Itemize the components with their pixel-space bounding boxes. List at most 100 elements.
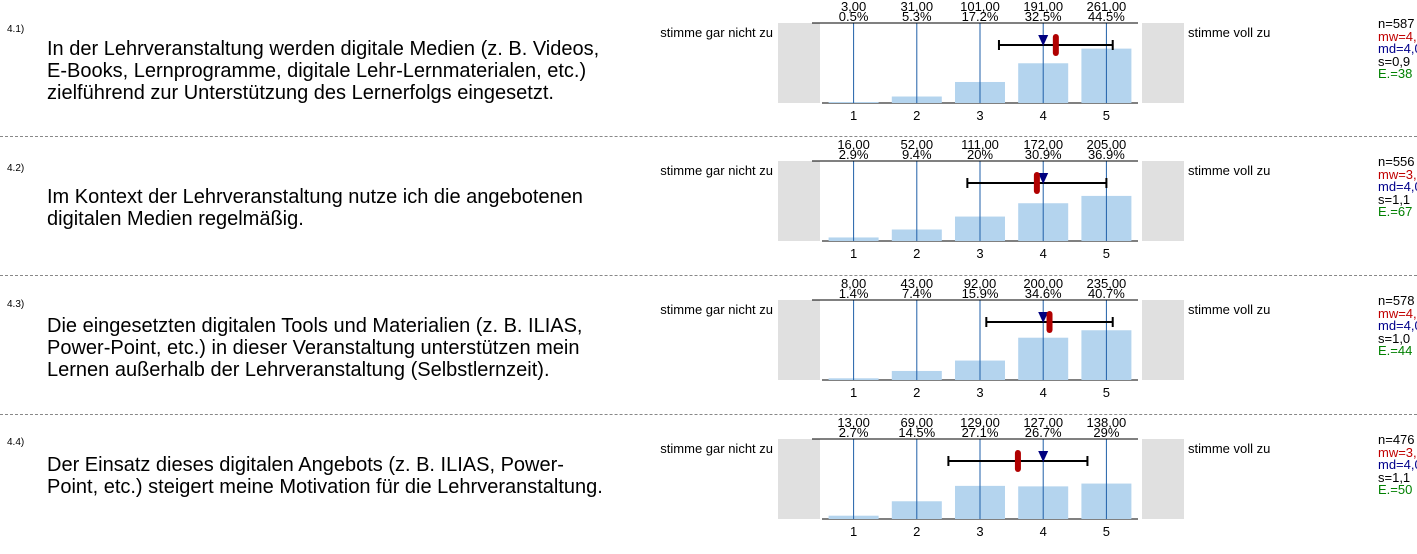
count-label: 43,00	[901, 276, 934, 291]
count-label: 129,00	[960, 415, 1000, 430]
stat-median: md=4,0	[1378, 318, 1417, 333]
percent-label: 32.5%	[1025, 9, 1062, 24]
count-label: 261,00	[1087, 0, 1127, 14]
count-label: 191,00	[1023, 0, 1063, 14]
left-scale-box	[778, 439, 820, 519]
count-label: 31,00	[901, 0, 934, 14]
left-scale-box	[778, 300, 820, 380]
mean-marker	[1014, 450, 1021, 472]
stat-sd: s=1,1	[1378, 469, 1411, 485]
scale-left-label: stimme gar nicht zu	[660, 302, 773, 317]
stat-abstentions: E.=50	[1378, 482, 1413, 497]
percent-label: 0.5%	[839, 9, 869, 24]
tick-label: 5	[1103, 385, 1110, 400]
count-label: 127,00	[1023, 415, 1063, 430]
tick-label: 3	[976, 524, 983, 539]
tick-label: 4	[1040, 385, 1047, 400]
right-scale-box	[1142, 439, 1184, 519]
count-label: 101,00	[960, 0, 1000, 14]
left-scale-box	[778, 161, 820, 241]
scale-right-label: stimme voll zu	[1188, 163, 1271, 178]
mean-marker	[1046, 311, 1053, 333]
percent-label: 17.2%	[962, 9, 999, 24]
question-text: In der Lehrveranstaltung werden digitale…	[47, 38, 600, 104]
tick-label: 2	[913, 385, 920, 400]
stat-mean: mw=3,9	[1378, 166, 1417, 182]
percent-label: 44.5%	[1088, 9, 1125, 24]
stat-median: md=4,0	[1378, 41, 1417, 56]
count-label: 52,00	[901, 137, 934, 152]
mean-marker	[1052, 34, 1059, 56]
stat-abstentions: E.=67	[1378, 204, 1413, 219]
scale-left-label: stimme gar nicht zu	[660, 25, 773, 40]
count-label: 69,00	[901, 415, 934, 430]
survey-item: 4.2) Im Kontext der Lehrveranstaltung nut…	[0, 136, 1417, 276]
tick-label: 1	[850, 524, 857, 539]
scale-left-label: stimme gar nicht zu	[660, 441, 773, 456]
tick-label: 4	[1040, 108, 1047, 123]
mean-marker	[1033, 172, 1040, 194]
question-text: Im Kontext der Lehrveranstaltung nutze i…	[47, 186, 583, 230]
tick-label: 4	[1040, 246, 1047, 261]
stat-sd: s=0,9	[1378, 53, 1411, 69]
tick-label: 1	[850, 108, 857, 123]
percent-label: 15.9%	[962, 286, 999, 301]
count-label: 16,00	[837, 137, 870, 152]
tick-label: 2	[913, 108, 920, 123]
survey-item: 4.1) In der Lehrveranstaltung werden digi…	[0, 0, 1417, 138]
median-marker	[1038, 451, 1049, 462]
stat-mean: mw=3,6	[1378, 444, 1417, 460]
percent-label: 5.3%	[902, 9, 932, 24]
count-label: 3,00	[841, 0, 866, 14]
tick-label: 3	[976, 108, 983, 123]
median-marker	[1038, 173, 1049, 184]
stat-sd: s=1,0	[1378, 330, 1411, 346]
tick-label: 4	[1040, 524, 1047, 539]
item-number: 4.1)	[7, 24, 25, 35]
count-label: 205,00	[1087, 137, 1127, 152]
survey-item: 4.3) Die eingesetzten digitalen Tools und…	[0, 275, 1417, 415]
right-scale-box	[1142, 300, 1184, 380]
tick-label: 2	[913, 246, 920, 261]
survey-item: 4.4) Der Einsatz dieses digitalen Angebot…	[0, 414, 1417, 554]
percent-label: 9.4%	[902, 147, 932, 162]
count-label: 111,00	[961, 137, 999, 152]
stat-n: n=556	[1378, 154, 1415, 169]
left-scale-box	[778, 23, 820, 103]
percent-label: 26.7%	[1025, 425, 1062, 440]
stat-abstentions: E.=44	[1378, 343, 1413, 358]
stat-n: n=578	[1378, 293, 1415, 308]
percent-label: 2.9%	[839, 147, 869, 162]
stat-n: n=476	[1378, 432, 1415, 447]
question-text: Der Einsatz dieses digitalen Angebots (z…	[47, 454, 603, 498]
tick-label: 1	[850, 246, 857, 261]
count-label: 235,00	[1087, 276, 1127, 291]
percent-label: 30.9%	[1025, 147, 1062, 162]
question-text: Die eingesetzten digitalen Tools und Mat…	[47, 315, 583, 381]
percent-label: 27.1%	[962, 425, 999, 440]
stat-mean: mw=4,2	[1378, 28, 1417, 44]
scale-right-label: stimme voll zu	[1188, 441, 1271, 456]
tick-label: 5	[1103, 524, 1110, 539]
item-separator	[0, 136, 1417, 137]
count-label: 8,00	[841, 276, 866, 291]
scale-right-label: stimme voll zu	[1188, 302, 1271, 317]
item-number: 4.3)	[7, 299, 25, 310]
tick-label: 3	[976, 385, 983, 400]
stat-mean: mw=4,1	[1378, 305, 1417, 321]
tick-label: 3	[976, 246, 983, 261]
item-separator	[0, 414, 1417, 415]
count-label: 92,00	[964, 276, 997, 291]
tick-label: 2	[913, 524, 920, 539]
count-label: 138,00	[1087, 415, 1127, 430]
percent-label: 29%	[1093, 425, 1119, 440]
percent-label: 14.5%	[898, 425, 935, 440]
item-number: 4.2)	[7, 163, 25, 174]
